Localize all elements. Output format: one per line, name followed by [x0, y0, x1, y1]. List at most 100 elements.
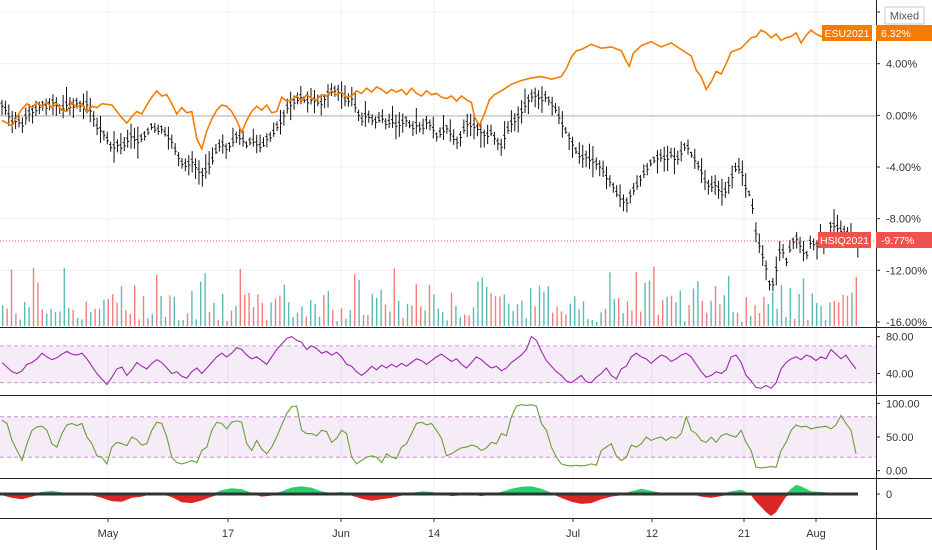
- volume-bar: [640, 311, 642, 326]
- volume-bar: [389, 311, 391, 326]
- volume-bar: [767, 304, 769, 326]
- volume-bar: [433, 294, 435, 326]
- stochastic-band: [0, 416, 876, 458]
- esu-label-text: ESU2021: [825, 28, 870, 40]
- volume-bar: [98, 308, 101, 326]
- scale-mode-box[interactable]: [884, 6, 925, 25]
- volume-bar: [274, 298, 277, 326]
- volume-bar: [811, 293, 813, 326]
- volume-bar: [600, 312, 602, 326]
- volume-bar: [679, 290, 681, 326]
- volume-bar: [798, 293, 800, 326]
- volume-bar: [556, 306, 558, 326]
- volume-bar: [310, 299, 312, 326]
- volume-bar: [560, 311, 563, 326]
- volume-bar: [437, 308, 439, 326]
- volume-bar: [450, 292, 453, 326]
- volume-bar: [362, 315, 365, 326]
- volume-bar: [675, 302, 677, 326]
- x-tick-label: 17: [222, 528, 234, 540]
- volume-bar: [824, 320, 827, 326]
- volume-bar: [147, 318, 149, 326]
- volume-bar: [169, 295, 171, 326]
- x-tick-label: Jun: [332, 528, 350, 540]
- volume-bar: [609, 272, 611, 326]
- volume-bar: [411, 305, 413, 326]
- volume-bar: [59, 311, 61, 326]
- volume-bar: [745, 297, 747, 326]
- volume-bar: [569, 303, 571, 326]
- volume-bar: [644, 282, 646, 326]
- rsi-tick-label: 40.00: [886, 369, 914, 381]
- volume-bar: [367, 315, 369, 326]
- volume-bar: [371, 293, 373, 326]
- volume-bar: [358, 279, 360, 326]
- volume-bar: [94, 308, 96, 326]
- volume-bar: [530, 288, 532, 326]
- volume-bar: [72, 309, 74, 326]
- stochastic-tick-label: 100.00: [886, 398, 920, 410]
- volume-bar: [741, 321, 743, 326]
- volume-bar: [226, 321, 228, 326]
- volume-bar: [252, 307, 255, 326]
- volume-bar: [112, 294, 114, 326]
- volume-bar: [402, 318, 404, 326]
- esu-label: ESU2021 6.32%: [822, 25, 932, 41]
- x-tick-label: May: [98, 528, 119, 540]
- volume-bar: [472, 307, 475, 326]
- volume-bar: [547, 286, 549, 326]
- volume-bar: [855, 276, 857, 326]
- volume-bar: [692, 288, 695, 326]
- stochastic-line: [1, 404, 857, 469]
- volume-bar: [428, 284, 431, 326]
- volume-bar: [846, 295, 849, 326]
- scale-mode-label[interactable]: Mixed: [890, 11, 919, 23]
- volume-bar: [736, 312, 739, 326]
- volume-bar: [820, 306, 822, 326]
- volume-bar: [248, 292, 250, 326]
- volume-bar: [670, 295, 673, 326]
- volume-bar: [213, 302, 215, 326]
- hsiq-value-box: [876, 232, 932, 248]
- volume-bar: [424, 310, 426, 326]
- volume-bar: [6, 308, 8, 326]
- volume-bar: [270, 302, 272, 326]
- volume-bar: [204, 273, 206, 326]
- volume-bar: [666, 296, 668, 326]
- momentum-negative-area: [2, 494, 858, 517]
- volume-bar: [732, 311, 734, 326]
- volume-bar: [684, 321, 686, 326]
- volume-bar: [81, 319, 83, 326]
- volume-bar: [164, 316, 167, 326]
- volume-bar: [446, 320, 448, 326]
- volume-bar: [538, 285, 541, 326]
- volume-bar: [32, 267, 35, 326]
- time-axis[interactable]: May 17 Jun 14 Jul 12 21 Aug: [98, 518, 826, 540]
- volume-bar: [37, 282, 39, 326]
- volume-bar: [455, 305, 457, 326]
- volume-bar: [85, 301, 87, 326]
- volume-bar: [336, 321, 338, 326]
- volume-bar: [134, 285, 136, 326]
- volume-bar: [508, 303, 510, 326]
- volume-bar: [701, 300, 703, 326]
- volume-bar: [50, 308, 52, 326]
- price-scale[interactable]: 84.00%0.00%-4.00%-8.00%-12.00%-16.00%80.…: [876, 7, 927, 501]
- esu-value-box: [876, 25, 932, 41]
- volume-bar: [239, 269, 241, 326]
- price-tick-label: 4.00%: [886, 59, 917, 71]
- volume-bar: [186, 313, 189, 326]
- hsiq-last-value: -9.77%: [881, 235, 914, 247]
- volume-bar: [688, 305, 690, 326]
- volume-bar: [587, 318, 589, 326]
- volume-bar: [477, 281, 479, 326]
- volume-bar: [380, 289, 382, 326]
- volume-bar: [604, 308, 607, 326]
- volume-bar: [384, 304, 387, 326]
- volume-bar: [222, 293, 224, 326]
- volume-bar: [288, 302, 290, 326]
- volume-bar: [156, 274, 158, 326]
- volume-bar: [138, 319, 140, 326]
